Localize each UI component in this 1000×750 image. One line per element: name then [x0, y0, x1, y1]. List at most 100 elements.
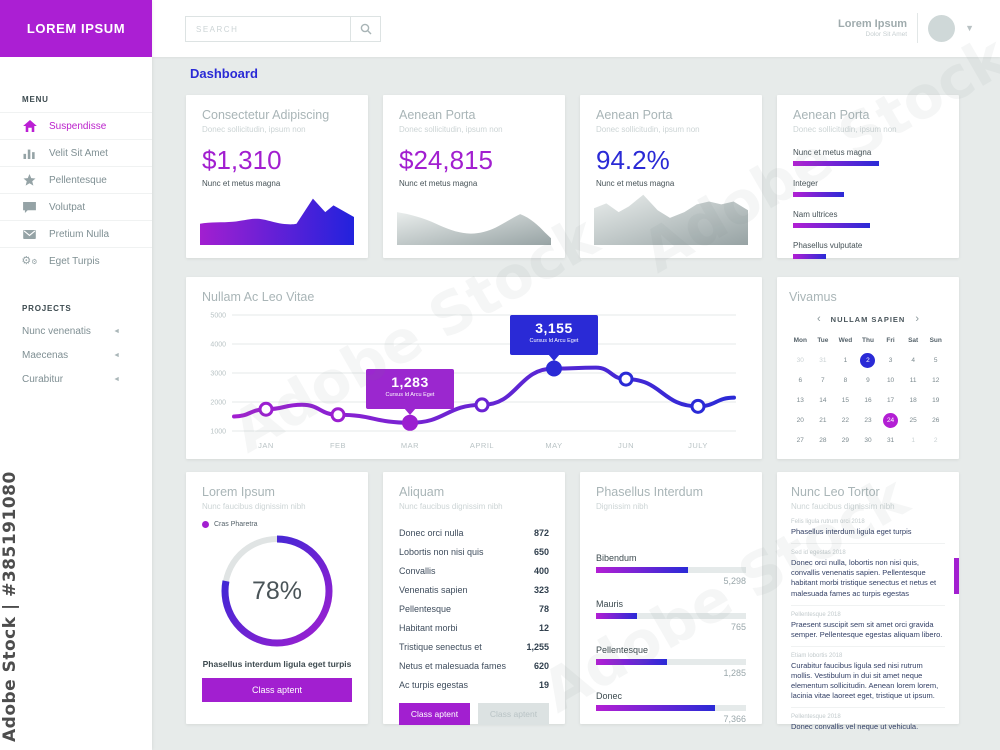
calendar-day[interactable]: 15: [841, 396, 850, 404]
progress-track: [596, 567, 746, 573]
calendar-day[interactable]: 30: [796, 356, 804, 364]
table-row: Netus et malesuada fames 620: [399, 656, 549, 675]
search-button[interactable]: [350, 17, 380, 41]
project-item-label: Maecenas: [22, 349, 69, 361]
table-cell-label: Tristique senectus et: [399, 641, 482, 652]
calendar-day[interactable]: 18: [909, 396, 917, 404]
calendar-day[interactable]: 31: [886, 436, 895, 444]
card-subtitle: Nunc faucibus dignissim nibh: [791, 502, 895, 511]
calendar-cell: 15: [834, 390, 857, 410]
calendar-day[interactable]: 7: [821, 376, 825, 384]
project-item-nunc-venenatis[interactable]: Nunc venenatis ◄: [0, 319, 152, 343]
data-point[interactable]: [474, 397, 490, 413]
table-row: Venenatis sapien 323: [399, 580, 549, 599]
svg-text:3000: 3000: [210, 371, 226, 378]
hbar-fill: [793, 223, 870, 228]
chevron-right-icon[interactable]: ›: [915, 313, 919, 325]
scrollbar-thumb[interactable]: [954, 558, 959, 594]
calendar-day[interactable]: 10: [886, 376, 895, 384]
data-point[interactable]: [258, 401, 274, 417]
calendar-cell: 10: [879, 370, 902, 390]
tooltip-arrow-icon: [404, 407, 416, 415]
sidebar-item-suspendisse[interactable]: Suspendisse: [0, 112, 152, 139]
data-point[interactable]: [546, 360, 562, 377]
sidebar-item-pellentesque[interactable]: Pellentesque: [0, 166, 152, 193]
user-menu[interactable]: Lorem Ipsum Dolor Sit Amet ▼: [838, 11, 974, 45]
calendar-day[interactable]: 19: [932, 396, 940, 404]
avatar[interactable]: [928, 14, 956, 42]
calendar-day[interactable]: 29: [841, 436, 850, 444]
calendar-cell: 20: [789, 410, 812, 430]
data-point[interactable]: [402, 414, 418, 431]
area-chart-gray: [397, 187, 551, 245]
chevron-left-icon[interactable]: ‹: [816, 313, 821, 325]
divider: [791, 707, 945, 709]
calendar-day[interactable]: 9: [866, 376, 870, 384]
calendar-cell: 12: [924, 370, 947, 390]
calendar-day[interactable]: 27: [796, 436, 804, 444]
calendar-day[interactable]: 8: [843, 376, 848, 384]
calendar-day[interactable]: 23: [864, 416, 872, 424]
calendar-day[interactable]: 17: [886, 396, 895, 404]
calendar-day[interactable]: 16: [864, 396, 872, 404]
note-entry: Felis ligula rutrum orci 2018 Phasellus i…: [791, 519, 945, 537]
calendar-day[interactable]: 24: [883, 412, 899, 428]
calendar-day[interactable]: 4: [911, 356, 915, 364]
project-item-maecenas[interactable]: Maecenas ◄: [0, 343, 152, 367]
collapse-arrow-icon: ◄: [113, 351, 120, 359]
note-entry: Sed id egestas 2018 Donec orci nulla, lob…: [791, 550, 945, 599]
hbar-label: Phasellus vulputate: [793, 241, 863, 250]
project-item-curabitur[interactable]: Curabitur ◄: [0, 367, 152, 391]
data-point[interactable]: [690, 398, 706, 414]
class-aptent-button[interactable]: Class aptent: [478, 703, 549, 725]
calendar-day[interactable]: 13: [796, 396, 804, 404]
legend-label: Cras Pharetra: [214, 521, 258, 528]
calendar-day[interactable]: 6: [798, 376, 803, 384]
calendar-day[interactable]: 2: [933, 436, 938, 444]
calendar-day[interactable]: 31: [819, 356, 827, 364]
calendar-cell: 30: [857, 430, 880, 450]
calendar-day[interactable]: 30: [864, 436, 872, 444]
calendar-day[interactable]: 25: [909, 416, 917, 424]
home-icon: [22, 120, 37, 132]
sidebar-item-volutpat[interactable]: Volutpat: [0, 193, 152, 220]
calendar-day-name: Sun: [929, 337, 942, 344]
calendar-day-name: Wed: [838, 337, 853, 344]
calendar-day[interactable]: 11: [909, 376, 917, 384]
calendar-day[interactable]: 28: [819, 436, 827, 444]
data-point[interactable]: [618, 371, 634, 387]
calendar-day[interactable]: 22: [841, 416, 850, 424]
hbar-fill: [793, 192, 844, 197]
calendar-day[interactable]: 3: [888, 356, 893, 364]
table-card: Aliquam Nunc faucibus dignissim nibh Don…: [383, 472, 565, 725]
note-body: Donec orci nulla, lobortis non nisi quis…: [791, 558, 937, 598]
project-item-label: Nunc venenatis: [22, 325, 91, 337]
sidebar-item-velit-sit-amet[interactable]: Velit Sit Amet: [0, 139, 152, 166]
divider: [791, 543, 945, 545]
calendar-day[interactable]: 2: [860, 352, 876, 368]
legend-dot-icon: [202, 521, 209, 528]
calendar-day[interactable]: 1: [843, 356, 848, 364]
class-aptent-button[interactable]: Class aptent: [399, 703, 470, 725]
donut-chart: 78%: [218, 532, 336, 650]
sidebar-item-pretium-nulla[interactable]: Pretium Nulla: [0, 220, 152, 247]
table-cell-label: Pellentesque: [399, 603, 452, 614]
stat-value: $24,815: [399, 145, 493, 175]
calendar-day[interactable]: 21: [819, 416, 827, 424]
sidebar-item-eget-turpis[interactable]: ⚙⚙ Eget Turpis: [0, 247, 152, 274]
calendar-day[interactable]: 26: [932, 416, 940, 424]
progress-value: 7,366: [723, 714, 746, 724]
class-aptent-button[interactable]: Class aptent: [202, 678, 352, 702]
calendar-day[interactable]: 1: [911, 436, 915, 444]
calendar-day[interactable]: 5: [933, 356, 938, 364]
calendar-day[interactable]: 20: [796, 416, 804, 424]
sidebar-item-label: Pellentesque: [49, 174, 107, 186]
search-input[interactable]: [186, 17, 350, 41]
projects-list: Nunc venenatis ◄ Maecenas ◄ Curabitur ◄: [0, 319, 152, 391]
calendar-day[interactable]: 14: [819, 396, 827, 404]
svg-text:2000: 2000: [210, 400, 226, 407]
chevron-down-icon[interactable]: ▼: [965, 23, 974, 33]
data-point[interactable]: [330, 407, 346, 423]
calendar-day[interactable]: 12: [932, 376, 940, 384]
card-title: Lorem Ipsum: [202, 485, 275, 499]
